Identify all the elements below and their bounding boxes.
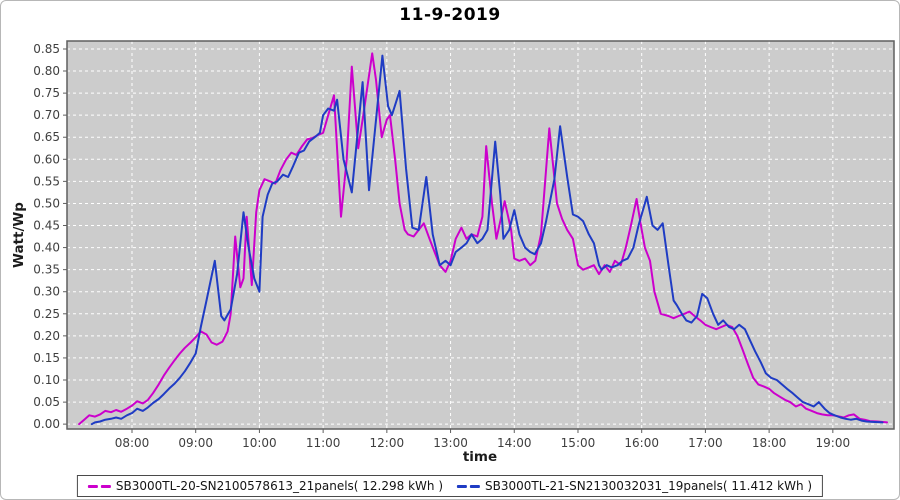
x-tick-labels: 08:00 09:00 10:00 11:00 12:00 13:00 14:00 15:00… — [115, 436, 850, 450]
series1-line-swatch — [87, 484, 111, 488]
svg-text:0.70: 0.70 — [33, 108, 60, 122]
series-line-2 — [90, 54, 884, 426]
svg-text:08:00: 08:00 — [115, 436, 150, 450]
series2-line-swatch — [457, 484, 480, 488]
svg-text:18:00: 18:00 — [752, 436, 787, 450]
svg-text:10:00: 10:00 — [242, 436, 277, 450]
svg-text:0.60: 0.60 — [33, 152, 60, 166]
tick-marks — [63, 48, 834, 433]
svg-text:0.65: 0.65 — [33, 130, 60, 144]
chart-title: 11-9-2019 — [399, 5, 501, 25]
legend-item-series1: SB3000TL-20-SN2100578613_21panels( 12.29… — [87, 479, 443, 493]
series-lines — [78, 52, 888, 426]
plot-area — [67, 41, 894, 429]
svg-text:19:00: 19:00 — [816, 436, 851, 450]
svg-text:12:00: 12:00 — [370, 436, 405, 450]
y-axis-label: Watt/Wp — [11, 202, 27, 268]
svg-text:0.45: 0.45 — [33, 219, 60, 233]
svg-text:14:00: 14:00 — [497, 436, 532, 450]
svg-text:0.05: 0.05 — [33, 395, 60, 409]
svg-text:13:00: 13:00 — [433, 436, 468, 450]
svg-text:16:00: 16:00 — [624, 436, 659, 450]
y-tick-labels: 0.00 0.05 0.10 0.15 0.20 0.25 0.30 0.35 0.40 0.45… — [33, 42, 60, 431]
legend-item-series2: SB3000TL-21-SN2130032031_19panels( 11.41… — [457, 479, 812, 493]
legend-label-series1: SB3000TL-20-SN2100578613_21panels( 12.29… — [115, 479, 443, 493]
x-axis-label: time — [462, 449, 498, 465]
plot-frame — [66, 40, 895, 430]
svg-text:0.20: 0.20 — [33, 329, 60, 343]
svg-text:17:00: 17:00 — [688, 436, 723, 450]
svg-text:15:00: 15:00 — [561, 436, 596, 450]
svg-text:0.15: 0.15 — [33, 351, 60, 365]
svg-text:0.25: 0.25 — [33, 307, 60, 321]
svg-text:11:00: 11:00 — [306, 436, 341, 450]
svg-text:09:00: 09:00 — [178, 436, 213, 450]
svg-text:0.80: 0.80 — [33, 64, 60, 78]
svg-text:0.75: 0.75 — [33, 86, 60, 100]
svg-text:0.40: 0.40 — [33, 241, 60, 255]
svg-text:0.00: 0.00 — [33, 417, 60, 431]
svg-text:0.10: 0.10 — [33, 373, 60, 387]
legend-label-series2: SB3000TL-21-SN2130032031_19panels( 11.41… — [485, 479, 813, 493]
svg-text:0.55: 0.55 — [33, 174, 60, 188]
legend: SB3000TL-20-SN2100578613_21panels( 12.29… — [76, 475, 824, 497]
svg-text:0.30: 0.30 — [33, 285, 60, 299]
svg-text:0.50: 0.50 — [33, 196, 60, 210]
svg-text:0.35: 0.35 — [33, 263, 60, 277]
svg-text:0.85: 0.85 — [33, 42, 60, 56]
